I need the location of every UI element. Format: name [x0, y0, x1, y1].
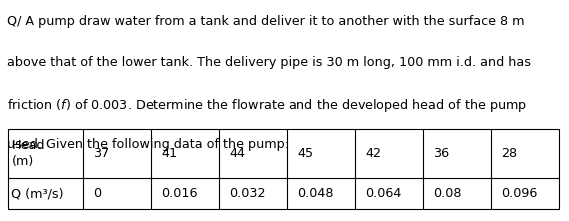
- Text: 42: 42: [365, 147, 381, 160]
- Text: Q/ A pump draw water from a tank and deliver it to another with the surface 8 m: Q/ A pump draw water from a tank and del…: [7, 15, 524, 29]
- Text: 0.08: 0.08: [433, 187, 461, 200]
- Text: 28: 28: [501, 147, 517, 160]
- Text: friction ($\it{f}$) of 0.003. Determine the flowrate and the developed head of t: friction ($\it{f}$) of 0.003. Determine …: [7, 97, 527, 114]
- Text: 37: 37: [93, 147, 109, 160]
- Text: 36: 36: [433, 147, 449, 160]
- Text: above that of the lower tank. The delivery pipe is 30 m long, 100 mm i.d. and ha: above that of the lower tank. The delive…: [7, 56, 531, 69]
- Text: used. Given the following data of the pump:: used. Given the following data of the pu…: [7, 138, 289, 151]
- Text: 0.016: 0.016: [161, 187, 197, 200]
- Text: 0.096: 0.096: [501, 187, 537, 200]
- Text: 0.064: 0.064: [365, 187, 402, 200]
- Text: 41: 41: [161, 147, 178, 160]
- Text: 0: 0: [93, 187, 101, 200]
- Text: Head
(m): Head (m): [11, 139, 45, 168]
- Text: 0.032: 0.032: [229, 187, 266, 200]
- Text: 44: 44: [229, 147, 245, 160]
- Text: Q (m³/s): Q (m³/s): [11, 187, 64, 200]
- Text: 0.048: 0.048: [297, 187, 333, 200]
- Text: 45: 45: [297, 147, 314, 160]
